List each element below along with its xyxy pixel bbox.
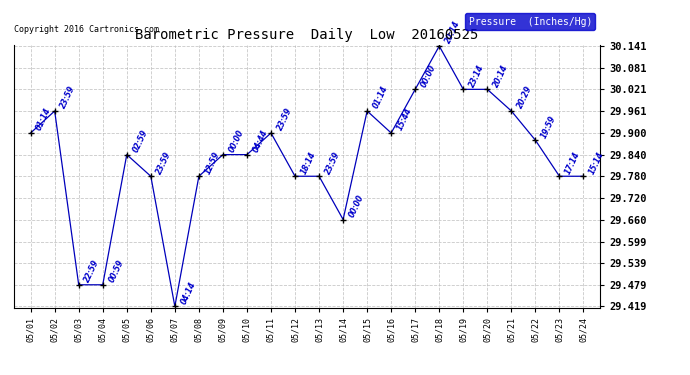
Legend: Pressure  (Inches/Hg): Pressure (Inches/Hg) xyxy=(465,13,595,30)
Text: 23:14: 23:14 xyxy=(467,63,486,88)
Text: 23:59: 23:59 xyxy=(155,150,173,176)
Text: 20:29: 20:29 xyxy=(515,85,534,110)
Text: 22:59: 22:59 xyxy=(83,258,101,284)
Text: 04:14: 04:14 xyxy=(179,280,197,306)
Text: Copyright 2016 Cartronics.com: Copyright 2016 Cartronics.com xyxy=(14,26,159,34)
Text: 20:14: 20:14 xyxy=(444,20,462,45)
Text: 02:59: 02:59 xyxy=(131,128,149,154)
Text: 00:00: 00:00 xyxy=(420,63,437,88)
Text: 01:14: 01:14 xyxy=(371,85,390,110)
Text: 23:59: 23:59 xyxy=(275,106,293,132)
Text: 18:14: 18:14 xyxy=(299,150,317,176)
Text: 15:14: 15:14 xyxy=(588,150,606,176)
Text: 00:00: 00:00 xyxy=(347,193,366,219)
Text: 04:44: 04:44 xyxy=(251,128,269,154)
Text: 00:59: 00:59 xyxy=(107,258,125,284)
Text: 01:14: 01:14 xyxy=(34,106,53,132)
Text: 00:00: 00:00 xyxy=(227,128,246,154)
Text: 15:44: 15:44 xyxy=(395,106,413,132)
Text: 17:14: 17:14 xyxy=(564,150,582,176)
Text: 23:59: 23:59 xyxy=(323,150,342,176)
Text: 23:59: 23:59 xyxy=(59,85,77,110)
Title: Barometric Pressure  Daily  Low  20160525: Barometric Pressure Daily Low 20160525 xyxy=(135,28,479,42)
Text: 20:14: 20:14 xyxy=(491,63,510,88)
Text: 19:59: 19:59 xyxy=(540,114,558,140)
Text: 12:59: 12:59 xyxy=(203,150,221,176)
